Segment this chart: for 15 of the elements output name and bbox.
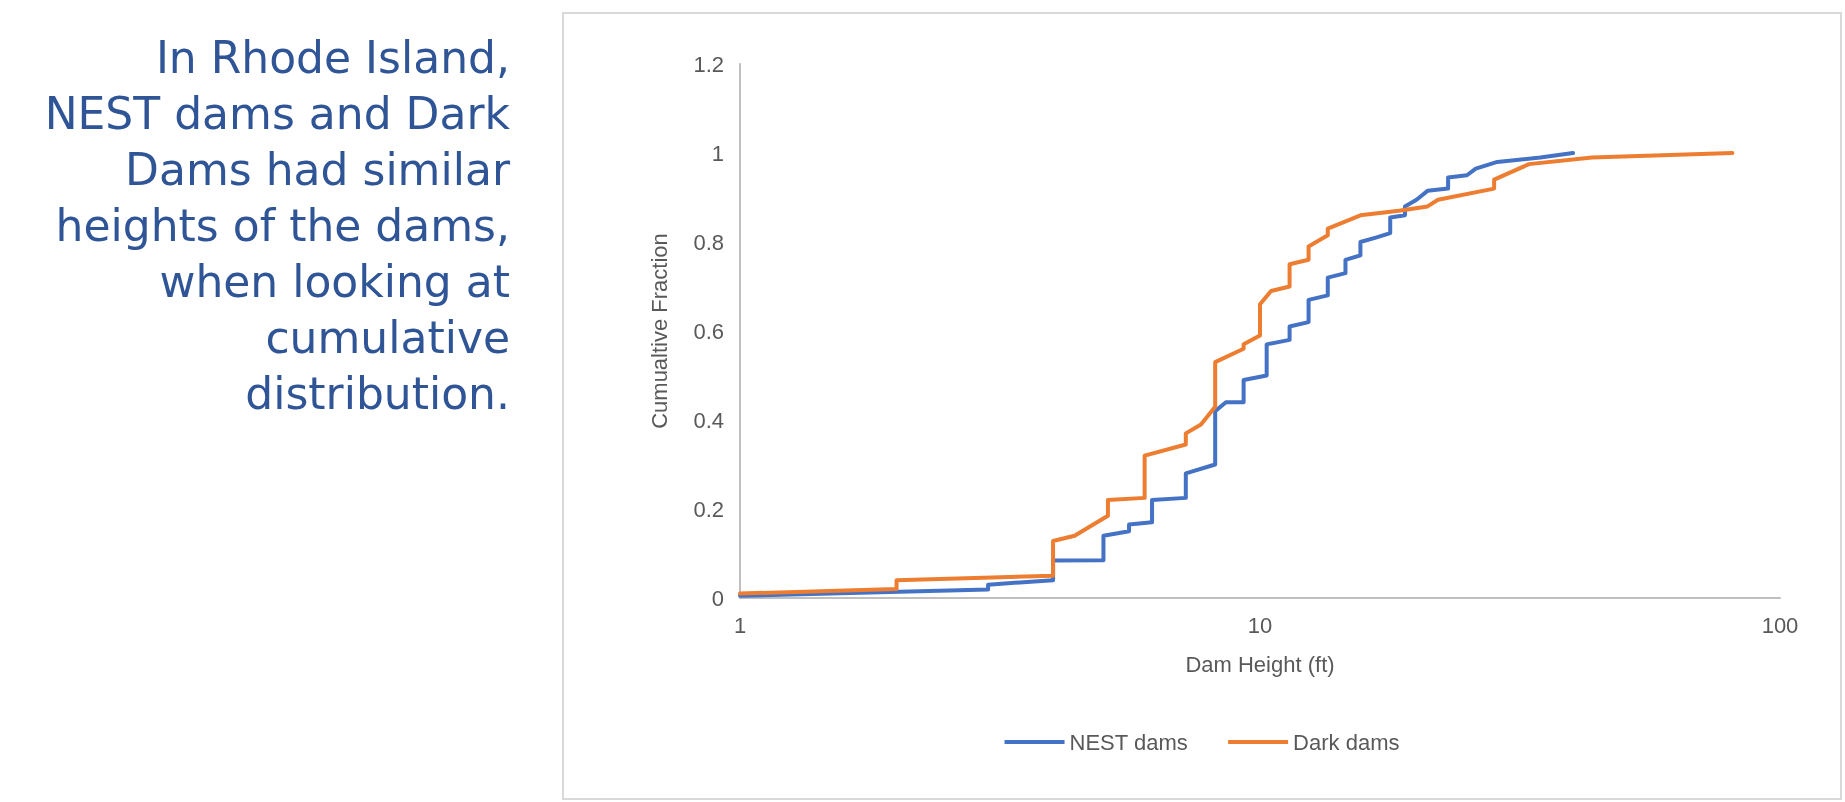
x-tick-label: 1 <box>733 612 747 638</box>
y-tick-label: 0 <box>711 585 724 611</box>
x-tick-label: 10 <box>1247 612 1273 638</box>
y-tick-label: 0.6 <box>693 318 724 344</box>
y-tick-label: 0.2 <box>693 496 724 522</box>
y-axis-title: Cumualtive Fraction <box>646 233 672 429</box>
legend-label: Dark dams <box>1293 729 1400 755</box>
y-tick-label: 0.8 <box>693 229 724 255</box>
y-tick-label: 1 <box>711 140 724 166</box>
x-tick-label: 100 <box>1761 612 1799 638</box>
x-axis-title: Dam Height (ft) <box>1185 651 1335 677</box>
text: In Rhode Island, NEST dams and Dark Dams had similar heights of the dams, when looking at cumulative distribution. <box>43 31 510 421</box>
legend-label: NEST dams <box>1069 729 1188 755</box>
y-tick-label: 0.4 <box>693 407 724 433</box>
y-tick-label: 1.2 <box>693 51 724 77</box>
